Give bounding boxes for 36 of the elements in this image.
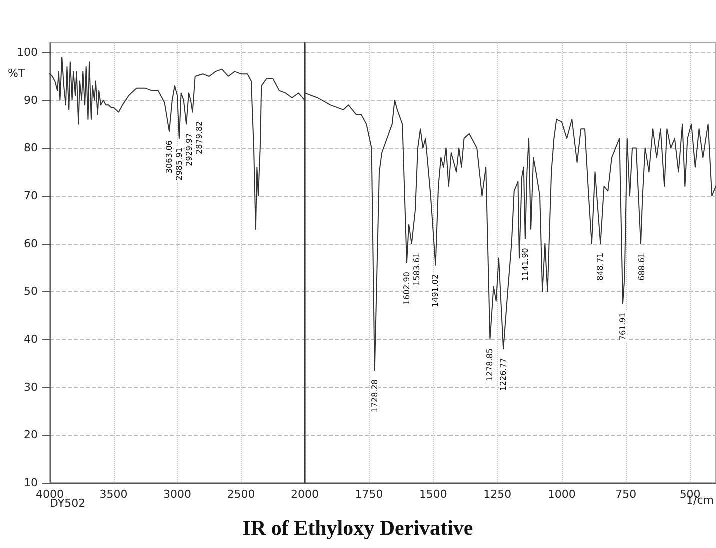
text: IR of Ethyloxy Derivative: [242, 516, 474, 541]
text: DY502: [50, 497, 86, 510]
x-tick-label: 750: [616, 488, 637, 501]
x-tick-label: 3500: [100, 488, 128, 501]
annotation: 2879.82: [194, 121, 204, 154]
annotation: 761.91: [618, 312, 628, 341]
x-tick-label: 1750: [355, 488, 384, 501]
y-tick-label: 10: [24, 476, 38, 490]
annotation: 688.61: [637, 252, 646, 281]
y-axis-title: %T: [8, 67, 26, 80]
annotation: 1583.61: [412, 252, 422, 286]
y-tick-label: 40: [24, 333, 38, 346]
y-tick-label: 100: [17, 46, 38, 60]
annotation: 1226.77: [499, 358, 508, 392]
x-tick-label: 2500: [227, 488, 256, 501]
y-tick-label: 80: [24, 142, 38, 155]
annotation: 1491.02: [431, 274, 440, 308]
x-tick-label: 1500: [419, 488, 448, 501]
y-tick-label: 50: [24, 285, 38, 298]
annotation: 1728.28: [370, 380, 380, 413]
x-tick-label: 3000: [164, 488, 192, 501]
y-tick-label: 60: [24, 237, 38, 250]
x-tick-label: 1000: [548, 488, 576, 501]
annotation: 2985.91: [174, 148, 184, 181]
annotation: 1602.90: [402, 272, 412, 306]
y-tick-label: 70: [24, 190, 38, 203]
y-tick-label: 20: [24, 428, 38, 442]
x-tick-label: 2000: [291, 488, 319, 501]
x-tick-label: 1250: [484, 488, 512, 501]
annotation: 1278.85: [486, 348, 495, 382]
annotation: 848.71: [596, 252, 606, 281]
y-tick-label: 90: [24, 94, 38, 107]
annotation: 1141.90: [520, 248, 530, 282]
annotation: 3063.06: [164, 140, 174, 174]
y-tick-label: 30: [24, 380, 38, 394]
annotation: 2929.97: [184, 133, 194, 166]
